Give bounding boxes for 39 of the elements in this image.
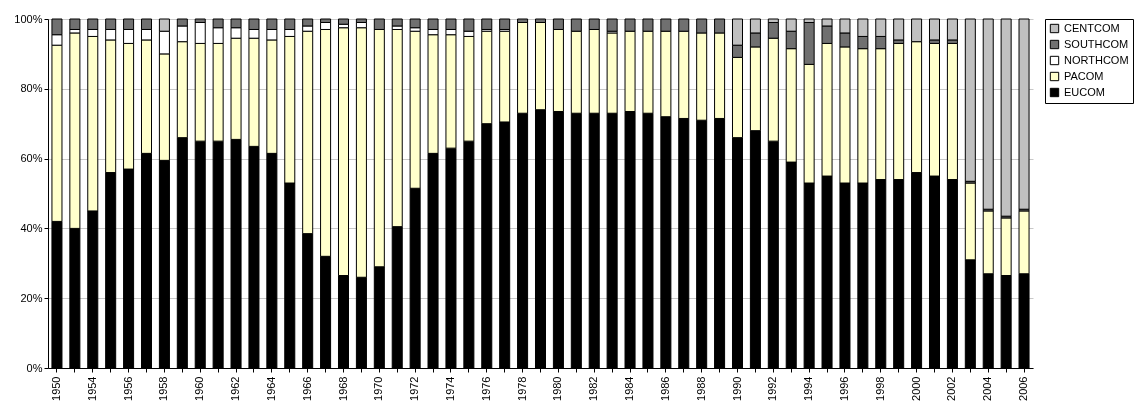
x-tick-label: 1966: [300, 376, 313, 401]
x-tick-label: 1956: [121, 376, 134, 401]
x-tick-label: 1968: [336, 376, 349, 401]
x-tick-label: 1972: [408, 376, 421, 401]
y-tick-label: 20%: [20, 291, 43, 304]
x-tick-label: 2000: [909, 376, 922, 401]
x-tick-label: 2004: [981, 376, 994, 401]
x-tick-label: 2006: [1017, 376, 1030, 401]
x-tick-label: 1950: [49, 376, 62, 401]
x-tick-label: 1980: [551, 376, 564, 401]
legend-label: PACOM: [1064, 69, 1104, 82]
x-tick-label: 1954: [85, 376, 98, 401]
x-tick-label: 1978: [515, 376, 528, 401]
x-tick-label: 1990: [730, 376, 743, 401]
x-tick-label: 1986: [658, 376, 671, 401]
x-tick-label: 1962: [229, 376, 242, 401]
x-tick-label: 1992: [766, 376, 779, 401]
legend-label: NORTHCOM: [1064, 53, 1129, 66]
x-tick-label: 1994: [802, 376, 815, 401]
y-tick-label: 0%: [26, 361, 43, 374]
y-tick-label: 60%: [20, 152, 43, 165]
y-tick-label: 80%: [20, 82, 43, 95]
legend-label: EUCOM: [1064, 85, 1105, 98]
x-tick-label: 1998: [873, 376, 886, 401]
legend-label: SOUTHCOM: [1064, 37, 1129, 50]
y-tick-label: 40%: [20, 221, 43, 234]
x-tick-label: 1984: [623, 376, 636, 401]
x-tick-label: 1982: [587, 376, 600, 401]
x-tick-label: 1974: [443, 376, 456, 401]
x-tick-label: 2002: [945, 376, 958, 401]
x-tick-label: 1976: [479, 376, 492, 401]
legend-label: CENTCOM: [1064, 21, 1120, 34]
x-tick-label: 1996: [837, 376, 850, 401]
x-tick-label: 1970: [372, 376, 385, 401]
x-tick-label: 1964: [264, 376, 277, 401]
x-tick-label: 1988: [694, 376, 707, 401]
x-tick-label: 1960: [193, 376, 206, 401]
x-tick-label: 1958: [157, 376, 170, 401]
y-tick-label: 100%: [14, 12, 43, 25]
